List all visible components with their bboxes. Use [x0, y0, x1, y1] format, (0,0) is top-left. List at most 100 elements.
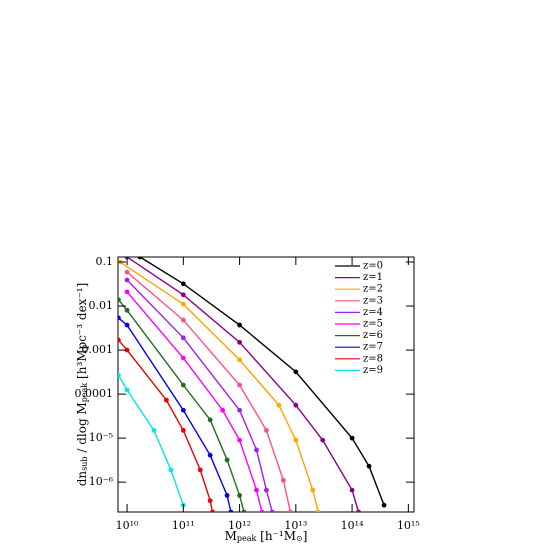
data-point: [180, 355, 186, 361]
series-line: [139, 257, 385, 506]
data-point: [269, 509, 275, 512]
series-line: [118, 339, 214, 512]
data-point: [237, 382, 242, 388]
data-point: [320, 437, 326, 443]
series-line: [126, 279, 273, 512]
data-point: [168, 467, 174, 473]
data-point: [180, 335, 186, 341]
y-tick-label: 0.001: [82, 343, 114, 356]
y-tick-label: 0.01: [89, 299, 114, 312]
x-tick-label: 10¹¹: [172, 519, 195, 532]
data-point: [280, 477, 286, 483]
data-point: [180, 281, 186, 287]
data-point: [349, 487, 355, 493]
legend-label: z=5: [363, 319, 383, 330]
data-point: [237, 407, 242, 413]
x-axis-label-part: ⊙: [296, 534, 303, 543]
y-axis-label-part: / dlog M: [75, 402, 89, 456]
x-tick-label: 10¹⁴: [341, 519, 364, 532]
x-axis-label-part: ]: [303, 529, 308, 543]
legend-label: z=6: [363, 330, 383, 341]
data-point: [124, 347, 130, 353]
data-point: [124, 289, 130, 295]
data-point: [180, 427, 186, 433]
data-point: [151, 427, 157, 433]
legend-label: z=9: [363, 365, 383, 376]
y-axis-label-part: dn: [75, 471, 89, 487]
data-point: [237, 339, 242, 345]
x-axis-label-part: [h⁻¹M: [256, 529, 296, 543]
y-tick-label: 0.1: [96, 255, 114, 268]
x-tick-label: 10¹⁵: [397, 519, 420, 532]
data-point: [124, 322, 130, 328]
data-point: [180, 407, 186, 413]
data-point: [293, 402, 299, 408]
legend-label: z=3: [363, 295, 383, 306]
data-point: [137, 257, 143, 260]
data-point: [118, 337, 121, 343]
data-point: [118, 297, 121, 303]
data-point: [254, 487, 259, 493]
legend-label: z=7: [363, 342, 383, 353]
data-point: [124, 269, 130, 275]
legend-label: z=1: [363, 272, 383, 283]
y-axis-label-part: [h³Mpc⁻³ dex⁻¹]: [75, 283, 89, 383]
data-point: [197, 467, 203, 473]
data-point: [356, 509, 361, 512]
data-point: [381, 502, 387, 508]
data-point: [124, 387, 130, 393]
data-point: [180, 382, 186, 388]
data-point: [264, 427, 269, 433]
x-tick-label: 10¹⁰: [116, 519, 139, 532]
data-point: [349, 435, 355, 441]
data-point: [118, 372, 121, 378]
data-point: [310, 487, 316, 493]
x-axis-label-part: peak: [237, 534, 257, 543]
data-point: [241, 509, 247, 512]
data-point: [237, 493, 242, 498]
data-point: [315, 509, 321, 512]
y-axis-label: dnsub / dlog Mpeak [h³Mpc⁻³ dex⁻¹]: [75, 283, 90, 487]
data-point: [366, 463, 372, 469]
series-line: [126, 257, 360, 512]
plot-area: [118, 257, 387, 512]
data-point: [207, 498, 213, 504]
data-point: [124, 307, 130, 313]
legend-label: z=8: [363, 353, 383, 364]
data-point: [163, 397, 169, 403]
data-point: [254, 447, 259, 453]
data-point: [237, 322, 242, 328]
data-point: [124, 277, 130, 283]
legend-label: z=0: [363, 261, 383, 272]
x-axis-label-part: M: [225, 529, 237, 543]
series-line: [126, 271, 292, 512]
y-axis-label-part: sub: [80, 456, 89, 470]
data-point: [293, 437, 299, 443]
x-tick-label: 10¹²: [228, 519, 251, 532]
data-point: [220, 407, 226, 413]
data-point: [264, 487, 269, 493]
y-axis-label-part: peak: [80, 383, 89, 403]
data-point: [237, 437, 242, 443]
y-tick-label: 10⁻⁶: [89, 475, 114, 488]
data-point: [180, 292, 186, 298]
data-point: [180, 301, 186, 307]
data-point: [207, 452, 213, 458]
data-point: [293, 369, 299, 375]
data-point: [259, 509, 265, 512]
data-point: [237, 357, 242, 363]
data-point: [228, 509, 234, 512]
y-tick-label: 0.0001: [75, 387, 114, 400]
data-point: [224, 493, 230, 498]
data-point: [118, 315, 121, 321]
data-point: [224, 457, 230, 463]
data-point: [276, 402, 282, 408]
legend-label: z=4: [363, 307, 383, 318]
data-point: [210, 509, 215, 512]
series-line: [119, 261, 319, 512]
y-tick-label: 10⁻⁵: [89, 431, 113, 444]
x-axis-label: Mpeak [h⁻¹M⊙]: [225, 529, 308, 544]
plot-frame: [117, 256, 415, 513]
